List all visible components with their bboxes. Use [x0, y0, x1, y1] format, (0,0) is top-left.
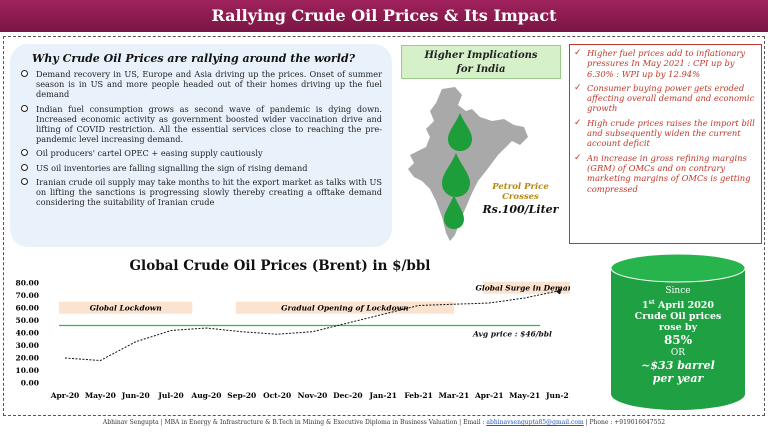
y-tick-label: 30.00	[16, 341, 40, 350]
bullet-circle-icon	[21, 163, 28, 171]
since-summary: Since 1st April 2020 Crude Oil prices ro…	[634, 286, 722, 386]
oil-drop-icon	[442, 153, 470, 197]
implication-item: ✓ Consumer buying power gets eroded affec…	[574, 82, 755, 114]
cylinder-body	[611, 268, 745, 410]
implication-item: ✓ Higher fuel prices add to inflationary …	[574, 48, 746, 79]
why-panel: Why Crude Oil Prices are rallying around…	[10, 44, 392, 247]
chart-title: Global Crude Oil Prices (Brent) in $/bbl	[129, 258, 431, 274]
x-tick-label: Feb-21	[404, 391, 432, 400]
checkmark-icon: ✓	[574, 48, 582, 58]
x-tick-label: Mar-21	[439, 391, 470, 400]
checkmark-icon: ✓	[574, 117, 582, 128]
bullet-circle-icon	[21, 149, 28, 157]
y-tick-label: 20.00	[16, 354, 40, 363]
why-heading: Why Crude Oil Prices are rallying around…	[32, 52, 356, 65]
implications-list: ✓ Higher fuel prices add to inflationary …	[573, 48, 757, 194]
phase-label: Gradual Opening of Lockdown	[281, 303, 408, 312]
x-tick-label: May-21	[509, 391, 540, 400]
y-tick-label: 50.00	[16, 316, 40, 325]
x-tick-label: Aug-20	[190, 391, 221, 400]
phase-label: Global Surge in Demand	[475, 283, 570, 292]
y-tick-label: 70.00	[16, 291, 40, 300]
average-price-label: Avg price : $46/bbl	[472, 330, 552, 339]
y-tick-label: 40.00	[16, 329, 40, 338]
y-tick-label: 60.00	[16, 304, 40, 313]
x-tick-label: Jun-21	[545, 391, 570, 400]
x-tick-label: Dec-20	[333, 391, 362, 400]
checkmark-icon: ✓	[574, 152, 582, 163]
phase-box	[483, 281, 570, 294]
x-tick-label: Jan-21	[369, 391, 397, 400]
cylinder-top	[610, 253, 746, 283]
y-tick-label: 0.00	[21, 379, 39, 388]
petrol-price-label: Petrol Price Crosses Rs.100/Liter	[482, 182, 559, 216]
y-tick-label: 80.00	[16, 279, 40, 288]
crude-price-chart: 0.00 10.00 20.00 30.00 40.00 50.00 60.00 70.00 8…	[16, 279, 570, 400]
bullet-circle-icon	[21, 70, 28, 77]
x-tick-label: May-20	[85, 391, 116, 400]
implication-item: ✓ High crude prices raises the import bil…	[574, 117, 755, 149]
why-point: Indian fuel consumption grows as second …	[20, 104, 382, 145]
why-point: Iranian crude oil supply may take months…	[20, 177, 382, 208]
x-tick-label: Nov-20	[298, 391, 328, 400]
india-map-shape	[408, 87, 528, 241]
phase-label: Global Lockdown	[90, 303, 162, 312]
cylinder-shape	[610, 253, 746, 410]
bullet-circle-icon	[21, 177, 28, 185]
why-list: Demand recovery in US, Europe and Asia d…	[20, 69, 382, 207]
arrow-head-icon	[556, 287, 562, 295]
x-tick-label: Jul-20	[157, 391, 183, 400]
implication-item: ✓ An increase in gross refining margins (…	[574, 152, 751, 194]
x-tick-label: Jun-20	[121, 391, 150, 400]
why-point: Demand recovery in US, Europe and Asia d…	[20, 69, 382, 100]
price-series-line	[64, 290, 561, 362]
why-point: Oil producers' cartel OPEC + easing supp…	[20, 148, 382, 158]
email-link[interactable]: abhinavsengupta85@gmail.com	[486, 419, 584, 426]
x-tick-label: Sep-20	[227, 391, 256, 400]
bullet-circle-icon	[21, 104, 28, 112]
oil-drop-icon	[444, 195, 464, 229]
x-tick-label: Apr-20	[50, 391, 80, 400]
y-tick-label: 10.00	[16, 366, 40, 375]
india-heading: Higher Implications for India	[401, 45, 561, 79]
oil-drop-icon	[448, 113, 472, 151]
footer: Abhinav Sengupta | MBA in Energy & Infra…	[102, 419, 666, 426]
why-point: US oil inventories are falling signallin…	[20, 163, 382, 173]
implications-panel: ✓ Higher fuel prices add to inflationary …	[569, 44, 762, 244]
page-title: Rallying Crude Oil Prices & Its Impact	[0, 0, 768, 32]
x-tick-label: Apr-21	[474, 391, 504, 400]
india-map-icon	[408, 87, 528, 241]
x-tick-label: Oct-20	[263, 391, 291, 400]
phase-box	[59, 301, 193, 314]
checkmark-icon: ✓	[574, 82, 582, 93]
content-frame	[3, 36, 765, 416]
